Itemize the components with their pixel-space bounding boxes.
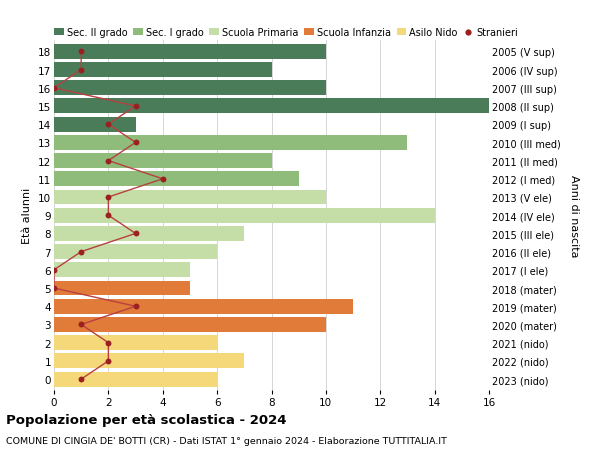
Point — [131, 140, 140, 147]
Bar — [54, 99, 489, 114]
Point — [158, 176, 167, 183]
Bar — [54, 45, 326, 60]
Point — [104, 358, 113, 365]
Bar — [54, 372, 217, 386]
Point — [76, 321, 86, 329]
Bar — [54, 336, 217, 350]
Bar — [54, 263, 190, 278]
Bar — [54, 154, 271, 168]
Text: COMUNE DI CINGIA DE' BOTTI (CR) - Dati ISTAT 1° gennaio 2024 - Elaborazione TUTT: COMUNE DI CINGIA DE' BOTTI (CR) - Dati I… — [6, 436, 447, 445]
Point — [104, 339, 113, 347]
Bar — [54, 81, 326, 96]
Legend: Sec. II grado, Sec. I grado, Scuola Primaria, Scuola Infanzia, Asilo Nido, Stran: Sec. II grado, Sec. I grado, Scuola Prim… — [54, 28, 518, 38]
Bar — [54, 281, 190, 296]
Text: Popolazione per età scolastica - 2024: Popolazione per età scolastica - 2024 — [6, 413, 287, 426]
Point — [104, 157, 113, 165]
Point — [131, 103, 140, 110]
Bar — [54, 226, 244, 241]
Point — [131, 303, 140, 310]
Bar — [54, 299, 353, 314]
Bar — [54, 135, 407, 151]
Bar — [54, 172, 299, 187]
Point — [49, 267, 59, 274]
Bar — [54, 208, 434, 223]
Bar — [54, 245, 217, 259]
Y-axis label: Età alunni: Età alunni — [22, 188, 32, 244]
Bar — [54, 63, 271, 78]
Bar — [54, 190, 326, 205]
Point — [76, 49, 86, 56]
Point — [104, 194, 113, 201]
Bar — [54, 353, 244, 369]
Point — [104, 212, 113, 219]
Point — [131, 230, 140, 238]
Bar — [54, 118, 136, 132]
Point — [104, 121, 113, 129]
Bar — [54, 317, 326, 332]
Point — [49, 85, 59, 92]
Y-axis label: Anni di nascita: Anni di nascita — [569, 174, 579, 257]
Point — [76, 375, 86, 383]
Point — [76, 248, 86, 256]
Point — [76, 67, 86, 74]
Point — [49, 285, 59, 292]
